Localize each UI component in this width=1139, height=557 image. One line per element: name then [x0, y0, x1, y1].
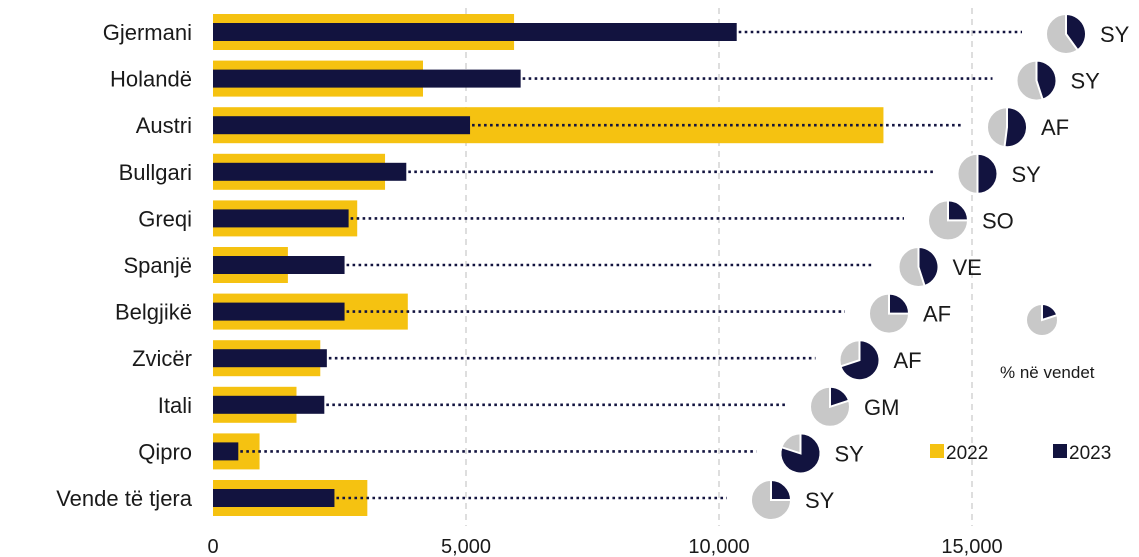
legend-pie-icon [1025, 302, 1059, 337]
bar-2023-4 [213, 209, 349, 228]
bars [213, 14, 884, 516]
pie-7-slice [839, 339, 881, 382]
pie-0 [1045, 12, 1087, 55]
pie-8-slice [829, 385, 851, 409]
country-code-3: SY [1012, 162, 1042, 187]
country-code-9: SY [835, 441, 865, 466]
pie-0-slice [1065, 12, 1087, 52]
category-label-5: Spanjë [123, 253, 192, 278]
pie-4-slice [947, 199, 970, 222]
country-code-10: SY [805, 488, 835, 513]
x-tick-label-3: 15,000 [941, 536, 1002, 557]
legend-pie-icon-slice [1041, 302, 1059, 322]
pie-10-slice [770, 478, 793, 501]
leader-lines [240, 30, 1022, 500]
bar-2023-9 [213, 442, 239, 461]
x-tick-label-2: 10,000 [688, 536, 749, 557]
sample-pie-icon [1025, 302, 1059, 337]
category-label-0: Gjermani [103, 20, 192, 45]
pie-8 [809, 385, 851, 428]
legend-label-2022: 2022 [946, 443, 988, 464]
country-code-1: SY [1071, 69, 1101, 94]
legend: % në vendet 2022 2023 [930, 302, 1111, 464]
category-label-9: Qipro [138, 439, 192, 464]
country-code-0: SY [1100, 22, 1130, 47]
category-label-10: Vende të tjera [56, 486, 193, 511]
pie-9 [779, 432, 822, 475]
bar-2023-3 [213, 162, 407, 181]
country-code-6: AF [923, 302, 951, 327]
pie-5 [897, 245, 940, 288]
grid-lines [465, 8, 973, 526]
category-label-4: Greqi [138, 206, 192, 231]
category-labels: Gjermani Holandë Austri Bullgari Greqi Spanjë… [56, 20, 193, 511]
pie-6-slice [888, 292, 911, 315]
legend-swatch-2023 [1053, 444, 1067, 458]
pie-note: % në vendet [1000, 363, 1095, 382]
category-label-7: Zvicër [132, 346, 192, 371]
pie-7 [838, 339, 881, 382]
country-code-7: AF [894, 348, 922, 373]
x-tick-label-0: 0 [207, 536, 218, 557]
country-code-8: GM [864, 395, 899, 420]
legend-label-2023: 2023 [1069, 443, 1111, 464]
pie-3-slice [976, 152, 999, 195]
pie-9-slice [779, 432, 822, 475]
bar-2023-7 [213, 349, 327, 368]
legend-swatch-2022 [930, 444, 944, 458]
bar-2023-8 [213, 395, 325, 414]
x-tick-label-1: 5,000 [441, 536, 491, 557]
pie-5-slice [917, 245, 940, 288]
bar-2023-0 [213, 23, 737, 41]
pie-10 [750, 478, 793, 521]
pie-1-slice [1035, 59, 1058, 101]
category-label-2: Austri [136, 113, 192, 138]
pie-2 [986, 106, 1028, 149]
country-code-2: AF [1041, 115, 1069, 140]
pie-3 [956, 152, 999, 195]
bar-2023-10 [213, 489, 335, 507]
category-label-3: Bullgari [119, 160, 192, 185]
bar-2023-6 [213, 302, 345, 321]
category-label-6: Belgjikë [115, 300, 192, 325]
pie-4 [927, 199, 970, 242]
category-label-8: Itali [158, 393, 192, 418]
x-axis-ticks: 0 5,000 10,000 15,000 [207, 536, 1002, 557]
category-label-1: Holandë [110, 67, 192, 92]
bar-2023-2 [213, 116, 471, 135]
pie-1 [1015, 59, 1058, 102]
pie-6 [868, 292, 911, 335]
country-code-5: VE [953, 255, 982, 280]
pie-2-slice [1003, 106, 1028, 149]
country-code-4: SO [982, 208, 1014, 233]
bar-2023-1 [213, 69, 521, 88]
bar-2023-5 [213, 256, 345, 274]
